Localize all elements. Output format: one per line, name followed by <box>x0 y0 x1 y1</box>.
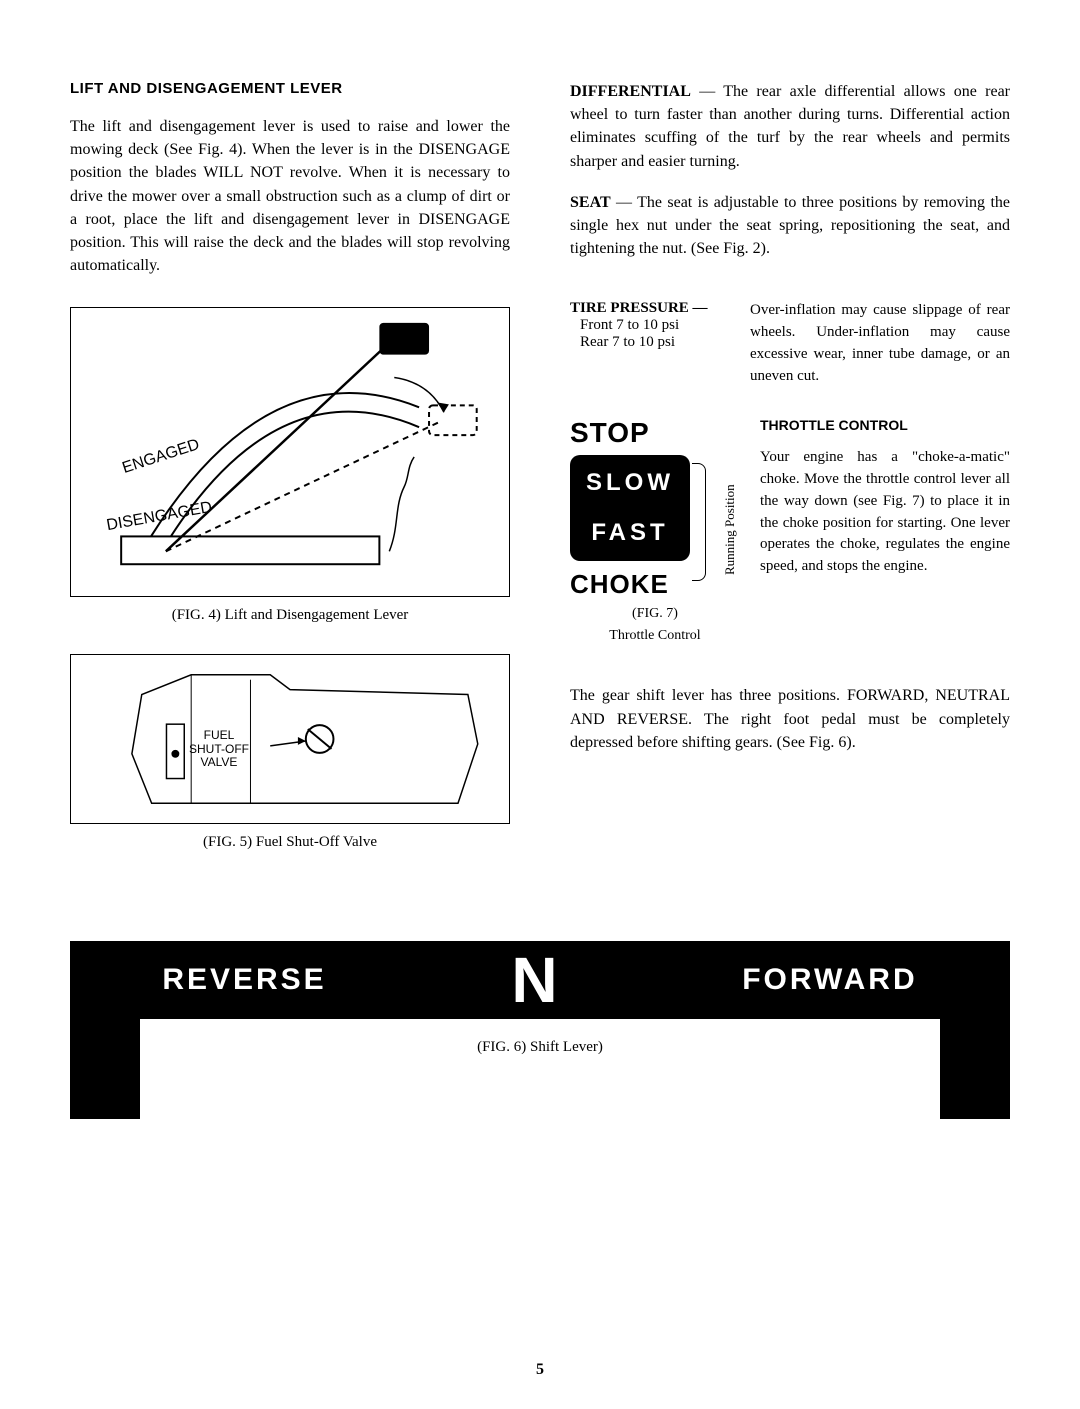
fig6-caption: (FIG. 6) Shift Lever) <box>70 1039 1010 1056</box>
section-title-lift: LIFT AND DISENGAGEMENT LEVER <box>70 80 510 97</box>
running-position-label: Running Position <box>722 485 738 576</box>
para-lift: The lift and disengagement lever is used… <box>70 115 510 277</box>
throttle-control-body: Your engine has a "choke-a-matic" choke.… <box>760 447 1010 578</box>
figure-5: FUEL SHUT-OFF VALVE <box>70 654 510 824</box>
tp-title: TIRE PRESSURE — <box>570 300 708 316</box>
throttle-stop-label: STOP <box>570 417 740 449</box>
throttle-control-title: THROTTLE CONTROL <box>760 417 1010 433</box>
throttle-fast-label: FAST <box>591 519 668 547</box>
figure-4: ENGAGED DISENGAGED <box>70 307 510 597</box>
throttle-slow-label: SLOW <box>586 469 674 497</box>
tp-body: Over-inflation may cause slippage of rea… <box>750 300 1010 387</box>
tp-rear: Rear 7 to 10 psi <box>580 334 675 351</box>
fig7-caption-2: Throttle Control <box>570 628 740 644</box>
tp-front: Front 7 to 10 psi <box>580 317 679 334</box>
shift-neutral-label: N <box>511 943 557 1017</box>
shift-reverse-label: REVERSE <box>162 963 326 997</box>
fig7-caption-1: (FIG. 7) <box>570 606 740 622</box>
fig4-caption: (FIG. 4) Lift and Disengagement Lever <box>70 607 510 624</box>
throttle-choke-label: CHOKE <box>570 569 740 600</box>
fig5-fuel-label: FUEL SHUT-OFF VALVE <box>189 729 249 769</box>
para-differential: DIFFERENTIAL — The rear axle differentia… <box>570 80 1010 173</box>
para-gear-shift: The gear shift lever has three positions… <box>570 684 1010 754</box>
page-number: 5 <box>0 1361 1080 1379</box>
figure-6: REVERSE N FORWARD (FIG. 6) Shift Lever) <box>70 941 1010 1121</box>
fig5-caption: (FIG. 5) Fuel Shut-Off Valve <box>70 834 510 851</box>
shift-forward-label: FORWARD <box>742 963 917 997</box>
para-seat: SEAT — The seat is adjustable to three p… <box>570 191 1010 261</box>
figure-7: STOP SLOW FAST Running Position CHOKE (F… <box>570 417 740 644</box>
tire-pressure-block: TIRE PRESSURE — Front 7 to 10 psi Rear 7… <box>570 300 1010 387</box>
